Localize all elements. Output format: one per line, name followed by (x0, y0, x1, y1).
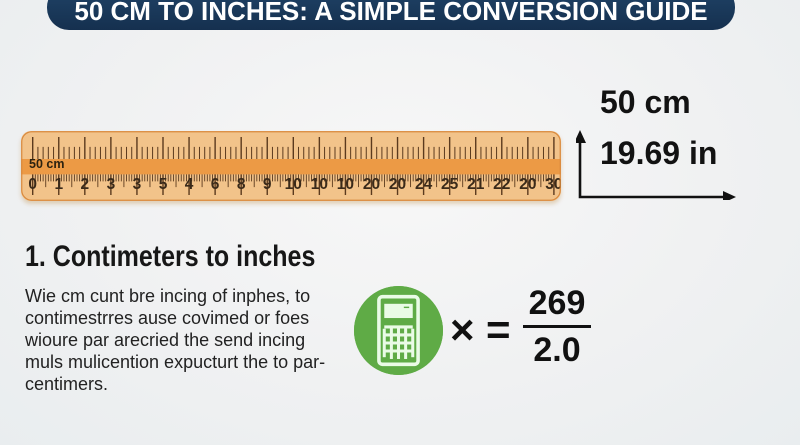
svg-text:50 cm: 50 cm (29, 157, 64, 171)
svg-text:20: 20 (363, 176, 380, 193)
svg-text:21: 21 (467, 176, 485, 193)
svg-text:6: 6 (211, 176, 220, 193)
svg-text:4: 4 (185, 176, 194, 193)
svg-text:10: 10 (285, 176, 302, 193)
svg-text:10: 10 (337, 176, 354, 193)
svg-text:2: 2 (81, 176, 90, 193)
svg-text:5: 5 (159, 176, 168, 193)
svg-text:8: 8 (237, 176, 246, 193)
svg-text:20: 20 (519, 176, 536, 193)
svg-text:20: 20 (389, 176, 406, 193)
svg-text:24: 24 (415, 176, 433, 193)
svg-text:25: 25 (441, 176, 459, 193)
svg-text:9: 9 (263, 176, 272, 193)
svg-text:1: 1 (54, 176, 63, 193)
svg-text:3: 3 (107, 176, 116, 193)
svg-text:22: 22 (493, 176, 510, 193)
svg-text:10: 10 (311, 176, 328, 193)
svg-text:30: 30 (545, 176, 561, 193)
svg-text:0: 0 (28, 176, 37, 193)
svg-text:3: 3 (133, 176, 142, 193)
